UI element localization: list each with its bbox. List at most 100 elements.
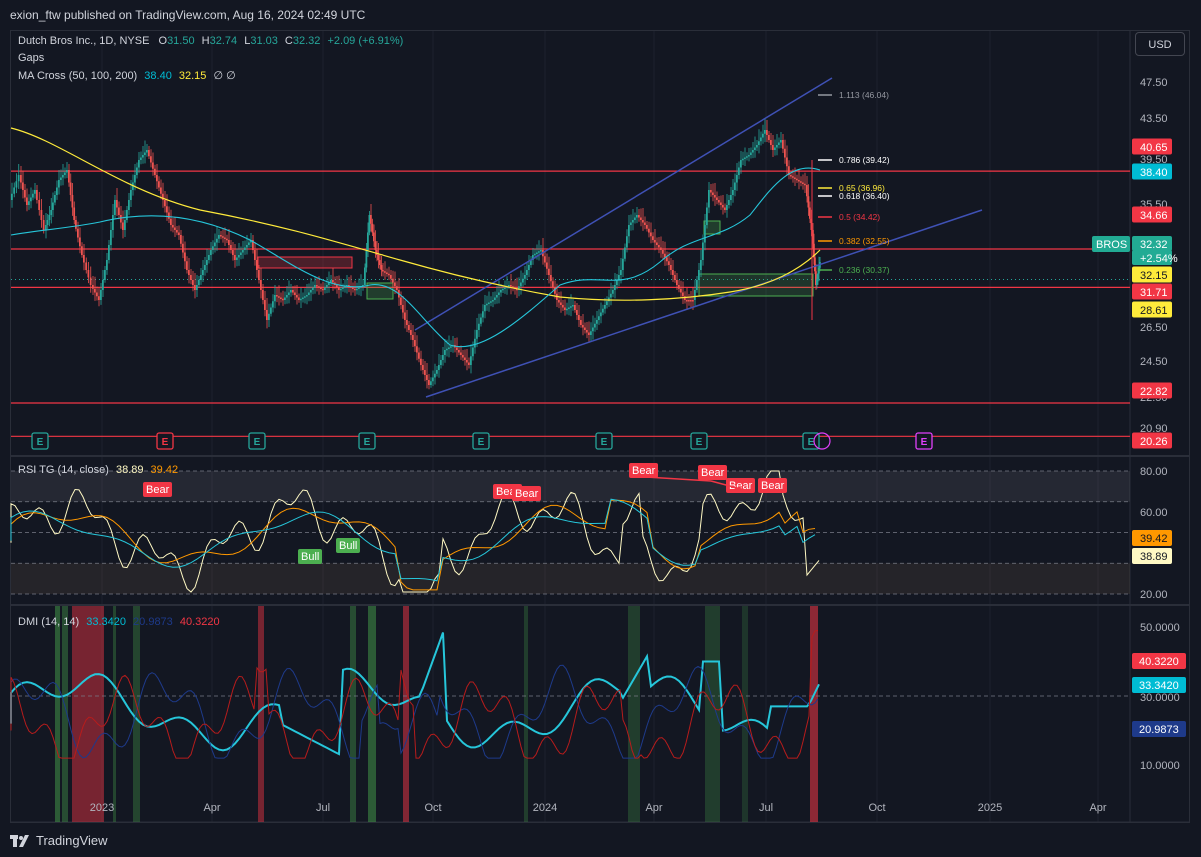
candle-body xyxy=(604,305,606,309)
dmi-shaded-band xyxy=(113,606,116,822)
currency-button[interactable]: USD xyxy=(1135,32,1185,56)
candle-body xyxy=(377,255,380,260)
candle-body xyxy=(373,232,375,242)
candle-body xyxy=(42,220,45,230)
candle-body xyxy=(52,202,54,210)
rsi-signal-badge xyxy=(726,478,755,493)
candle-body xyxy=(342,287,344,289)
candle-body xyxy=(142,155,144,158)
ohlc-open-label: O xyxy=(158,35,168,47)
candle-body xyxy=(270,307,272,314)
rsi-legend[interactable]: RSI TG (14, close) 38.89 39.42 xyxy=(18,464,178,476)
candle-body xyxy=(466,360,468,363)
earnings-marker-label: E xyxy=(921,437,928,448)
candle-body xyxy=(162,193,164,200)
ma-cross-legend[interactable]: MA Cross (50, 100, 200) 38.40 32.15 ∅ ∅ xyxy=(18,69,236,82)
candle-body xyxy=(472,347,474,357)
candle-body xyxy=(490,301,492,303)
candle-body xyxy=(368,215,371,233)
candle-body xyxy=(424,370,426,375)
candle-body xyxy=(180,235,182,244)
candle-body xyxy=(570,306,572,308)
candle-body xyxy=(73,207,76,220)
candle-body xyxy=(428,380,430,385)
candle-body xyxy=(456,347,458,350)
dmi-shaded-band xyxy=(258,606,264,822)
candle-body xyxy=(806,185,808,197)
earnings-marker xyxy=(358,432,376,450)
candle-body xyxy=(186,261,188,270)
candle-body xyxy=(768,135,770,140)
time-axis-tick: 2024 xyxy=(533,802,557,814)
candle-body xyxy=(256,260,258,270)
gaps-legend[interactable]: Gaps xyxy=(18,52,44,64)
candle-body xyxy=(348,285,350,287)
candle-body xyxy=(286,295,288,298)
candle-body xyxy=(254,250,256,260)
dmi-badge xyxy=(1132,677,1186,693)
candle-body xyxy=(642,220,644,223)
price-badge-label: 22.82 xyxy=(1140,386,1168,398)
candle-body xyxy=(282,298,284,301)
candle-body xyxy=(108,245,110,260)
rsi-signal-label: Bull xyxy=(301,551,319,563)
candle-body xyxy=(250,240,252,243)
candle-body xyxy=(584,327,586,330)
candle-body xyxy=(196,285,198,290)
rsi-signal-badge xyxy=(629,463,658,478)
dmi-value-2: 20.9873 xyxy=(133,616,173,628)
dmi-axis-tick: 30.0000 xyxy=(1140,692,1180,704)
tradingview-logo[interactable]: TradingView xyxy=(10,833,108,848)
rsi-signal-line xyxy=(10,499,816,591)
dmi-plus-di-line xyxy=(10,664,819,759)
candle-body xyxy=(780,140,782,143)
rsi-legend-label: RSI TG (14, close) xyxy=(18,464,109,476)
candle-body xyxy=(154,168,156,175)
candle-body xyxy=(548,268,550,275)
footer: TradingView xyxy=(0,823,1201,857)
price-badge-label: 38.40 xyxy=(1140,167,1168,179)
candle-body xyxy=(616,280,618,285)
candle-body xyxy=(400,297,402,305)
fib-level-label: 0.5 (34.42) xyxy=(839,212,880,222)
candle-body xyxy=(618,275,620,280)
candle-body xyxy=(718,200,720,203)
dmi-shaded-band xyxy=(705,606,720,822)
candle-body xyxy=(236,257,238,260)
candle-body xyxy=(532,255,534,260)
candle-body xyxy=(304,296,306,298)
ma-200-line xyxy=(10,127,821,301)
price-badge xyxy=(1132,138,1172,155)
dmi-legend[interactable]: DMI (14, 14) 33.3420 20.9873 40.3220 xyxy=(18,616,220,628)
candle-body xyxy=(530,260,532,265)
candle-body xyxy=(284,297,286,300)
earnings-marker xyxy=(156,432,174,450)
candle-body xyxy=(813,243,815,258)
candle-body xyxy=(110,230,112,245)
time-axis-tick: 2023 xyxy=(90,802,114,814)
candle-body xyxy=(246,245,248,248)
candle-body xyxy=(370,215,372,224)
candle-body xyxy=(558,300,560,303)
tradingview-logo-icon xyxy=(10,834,29,847)
rsi-signal-label: Bull xyxy=(339,540,357,552)
time-axis-tick: Oct xyxy=(424,802,441,814)
candle-body xyxy=(550,275,552,282)
price-badge xyxy=(1132,301,1172,318)
candle-body xyxy=(502,288,504,291)
rsi-signal-label: Bear xyxy=(515,488,539,500)
dmi-shaded-band xyxy=(350,606,356,822)
candle-body xyxy=(482,311,484,318)
price-axis-tick: 26.50 xyxy=(1140,322,1168,334)
candle-body xyxy=(610,293,612,298)
candle-body xyxy=(500,290,502,293)
candle-body xyxy=(716,197,718,200)
symbol-title[interactable]: Dutch Bros Inc., 1D, NYSE xyxy=(18,35,150,47)
price-axis-tick: 24.50 xyxy=(1140,356,1168,368)
candle-body xyxy=(290,290,292,293)
candle-body xyxy=(524,275,526,279)
ma-cross-label: MA Cross (50, 100, 200) xyxy=(18,70,138,82)
